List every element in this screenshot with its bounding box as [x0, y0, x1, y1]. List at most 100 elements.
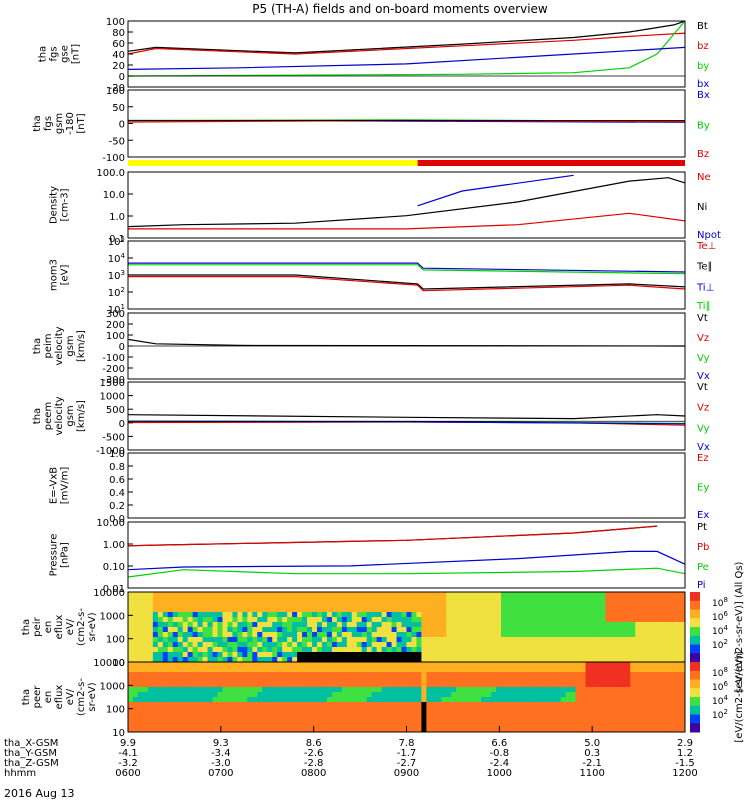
spectrogram-cell	[451, 722, 457, 728]
spectrogram-cell	[147, 637, 154, 643]
spectrogram-cell	[366, 627, 373, 633]
spectrogram-cell	[461, 632, 467, 638]
spectrogram-cell	[530, 622, 537, 628]
spectrogram-cell	[520, 677, 527, 683]
spectrogram-cell	[535, 717, 542, 723]
spectrogram-cell	[630, 697, 636, 703]
spectrogram-cell	[550, 697, 557, 703]
spectrogram-cell	[162, 672, 169, 678]
spectrogram-cell	[336, 657, 343, 663]
spectrogram-cell	[361, 682, 368, 688]
spectrogram-cell	[232, 722, 238, 728]
spectrogram-cell	[585, 702, 592, 708]
spectrogram-cell	[406, 677, 412, 683]
spectrogram-cell	[346, 652, 353, 658]
spectrogram-cell	[451, 662, 457, 668]
panel-5: tha peim velocity gsm [km/s]	[32, 312, 686, 380]
spectrogram-cell	[431, 597, 437, 603]
spectrogram-cell	[257, 707, 263, 713]
y-tick-label: 1.00	[103, 540, 125, 551]
spectrogram-cell	[446, 662, 452, 668]
spectrogram-cell	[505, 667, 512, 673]
spectrogram-cell	[132, 707, 139, 713]
spectrogram-cell	[461, 697, 467, 703]
y-tick-label: 10	[112, 658, 125, 669]
spectrogram-cell	[316, 647, 323, 653]
spectrogram-cell	[356, 647, 363, 653]
colorbar-label: [eV/(cm2-s-sr-eV)] (All Qs)	[734, 561, 745, 692]
spectrogram-cell	[257, 627, 263, 633]
spectrogram-cell	[545, 677, 552, 683]
spectrogram-cell	[237, 592, 243, 598]
spectrogram-cell	[630, 687, 636, 693]
spectrogram-cell	[202, 677, 209, 683]
spectrogram-cell	[421, 617, 427, 623]
spectrogram-cell	[560, 697, 567, 703]
spectrogram-cell	[491, 657, 497, 663]
spectrogram-cell	[555, 592, 562, 598]
spectrogram-cell	[297, 657, 303, 663]
spectrogram-cell	[486, 642, 492, 648]
spectrogram-cell	[675, 642, 681, 648]
spectrogram-cell	[600, 627, 606, 633]
spectrogram-cell	[336, 602, 343, 608]
y-axis-label: eV/	[65, 688, 76, 705]
spectrogram-cell	[585, 707, 592, 713]
spectrogram-cell	[461, 677, 467, 683]
status-bar-yellow	[128, 160, 418, 166]
spectrogram-cell	[595, 682, 601, 688]
spectrogram-cell	[237, 667, 243, 673]
spectrogram-cell	[680, 672, 686, 678]
spectrogram-cell	[476, 632, 482, 638]
spectrogram-cell	[282, 652, 288, 658]
y-axis-label: eV/	[65, 618, 76, 635]
spectrogram-cell	[650, 702, 656, 708]
spectrogram-cell	[312, 632, 318, 638]
spectrogram-cell	[232, 687, 238, 693]
spectrogram-cell	[137, 717, 144, 723]
spectrogram-cell	[550, 592, 557, 598]
spectrogram-cell	[625, 612, 631, 618]
spectrogram-cell	[466, 727, 472, 733]
y-tick-label: -50	[109, 136, 125, 147]
spectrogram-cell	[605, 712, 611, 718]
spectrogram-cell	[411, 687, 417, 693]
spectrogram-cell	[675, 722, 681, 728]
spectrogram-cell	[142, 627, 149, 633]
spectrogram-cell	[660, 642, 666, 648]
spectrogram-cell	[486, 627, 492, 633]
spectrogram-cell	[505, 617, 512, 623]
spectrogram-cell	[316, 612, 323, 618]
spectrogram-cell	[540, 602, 547, 608]
spectrogram-cell	[441, 592, 447, 598]
spectrogram-cell	[262, 607, 268, 613]
spectrogram-cell	[207, 617, 214, 623]
spectrogram-cell	[565, 682, 572, 688]
spectrogram-cell	[302, 692, 308, 698]
spectrogram-cell	[207, 652, 214, 658]
spectrogram-cell	[426, 702, 432, 708]
spectrogram-cell	[451, 622, 457, 628]
spectrogram-cell	[670, 717, 676, 723]
spectrogram-cell	[595, 722, 601, 728]
spectrogram-cell	[282, 627, 288, 633]
spectrogram-cell	[535, 642, 542, 648]
spectrogram-cell	[128, 597, 134, 603]
spectrogram-cell	[675, 677, 681, 683]
spectrogram-cell	[515, 682, 522, 688]
spectrogram-cell	[570, 657, 577, 663]
spectrogram-cell	[128, 647, 134, 653]
spectrogram-cell	[476, 602, 482, 608]
spectrogram-cell	[376, 617, 383, 623]
spectrogram-cell	[128, 607, 134, 613]
spectrogram-cell	[670, 702, 676, 708]
spectrogram-cell	[242, 652, 248, 658]
spectrogram-cell	[182, 702, 189, 708]
spectrogram-cell	[565, 597, 572, 603]
spectrogram-cell	[222, 722, 228, 728]
spectrogram-cell	[361, 617, 368, 623]
spectrogram-cell	[565, 687, 572, 693]
spectrogram-cell	[635, 692, 641, 698]
spectrogram-cell	[675, 597, 681, 603]
spectrogram-cell	[128, 687, 134, 693]
